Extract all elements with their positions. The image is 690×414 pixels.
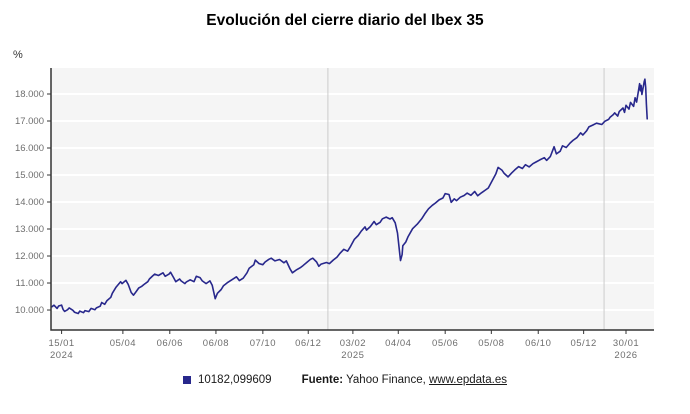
x-tick-label: 06/08: [203, 338, 229, 349]
x-tick-year-label: 2024: [50, 350, 73, 361]
x-tick-label: 06/12: [295, 338, 321, 349]
x-tick-label: 03/02: [340, 338, 366, 349]
x-tick-label: 06/10: [525, 338, 551, 349]
x-tick-label: 15/01: [48, 338, 74, 349]
ibex-line-chart[interactable]: 10.000 11.000 12.000 13.000 14.000 15.000 16.0…: [0, 55, 690, 365]
chart-title: Evolución del cierre diario del Ibex 35: [206, 12, 484, 29]
y-tick-label: 11.000: [16, 278, 44, 289]
x-tick-label: 05/06: [432, 338, 458, 349]
source-line: Fuente: Yahoo Finance, www.epdata.es: [302, 374, 507, 386]
source-link[interactable]: www.epdata.es: [428, 374, 507, 386]
series-line[interactable]: [50, 78, 649, 315]
y-tick-label: 13.000: [15, 224, 44, 235]
y-tick-label: 16.000: [15, 143, 44, 154]
x-tick-label: 05/04: [110, 338, 136, 349]
chart-footer: 10182,099609 Fuente: Yahoo Finance, www.…: [0, 374, 690, 386]
x-tick-label: 07/10: [250, 338, 276, 349]
legend-label: 10182,099609: [198, 374, 272, 386]
x-tick-label: 06/06: [157, 338, 183, 349]
y-tick-label: 10.000: [15, 305, 44, 316]
y-tick-label: 18.000: [15, 89, 44, 100]
x-tick-label: 30/01: [613, 338, 639, 349]
legend-item[interactable]: 10182,099609: [183, 374, 272, 386]
source-label: Fuente:: [301, 374, 344, 386]
x-tick-label: 04/04: [385, 338, 411, 349]
plot-area: [51, 68, 654, 330]
x-tick-label: 05/12: [570, 338, 596, 349]
y-axis-unit-label: %: [13, 49, 23, 61]
source-text: Yahoo Finance,: [343, 374, 429, 386]
y-tick-label: 15.000: [15, 170, 44, 181]
x-tick-year-label: 2026: [614, 350, 637, 361]
y-tick-label: 12.000: [15, 251, 44, 262]
y-tick-label: 17.000: [15, 116, 44, 127]
y-tick-label: 14.000: [15, 197, 44, 208]
axes: [50, 68, 654, 331]
x-tick-label: 05/08: [478, 338, 504, 349]
x-tick-year-label: 2025: [341, 350, 364, 361]
legend-swatch-icon: [183, 376, 191, 384]
